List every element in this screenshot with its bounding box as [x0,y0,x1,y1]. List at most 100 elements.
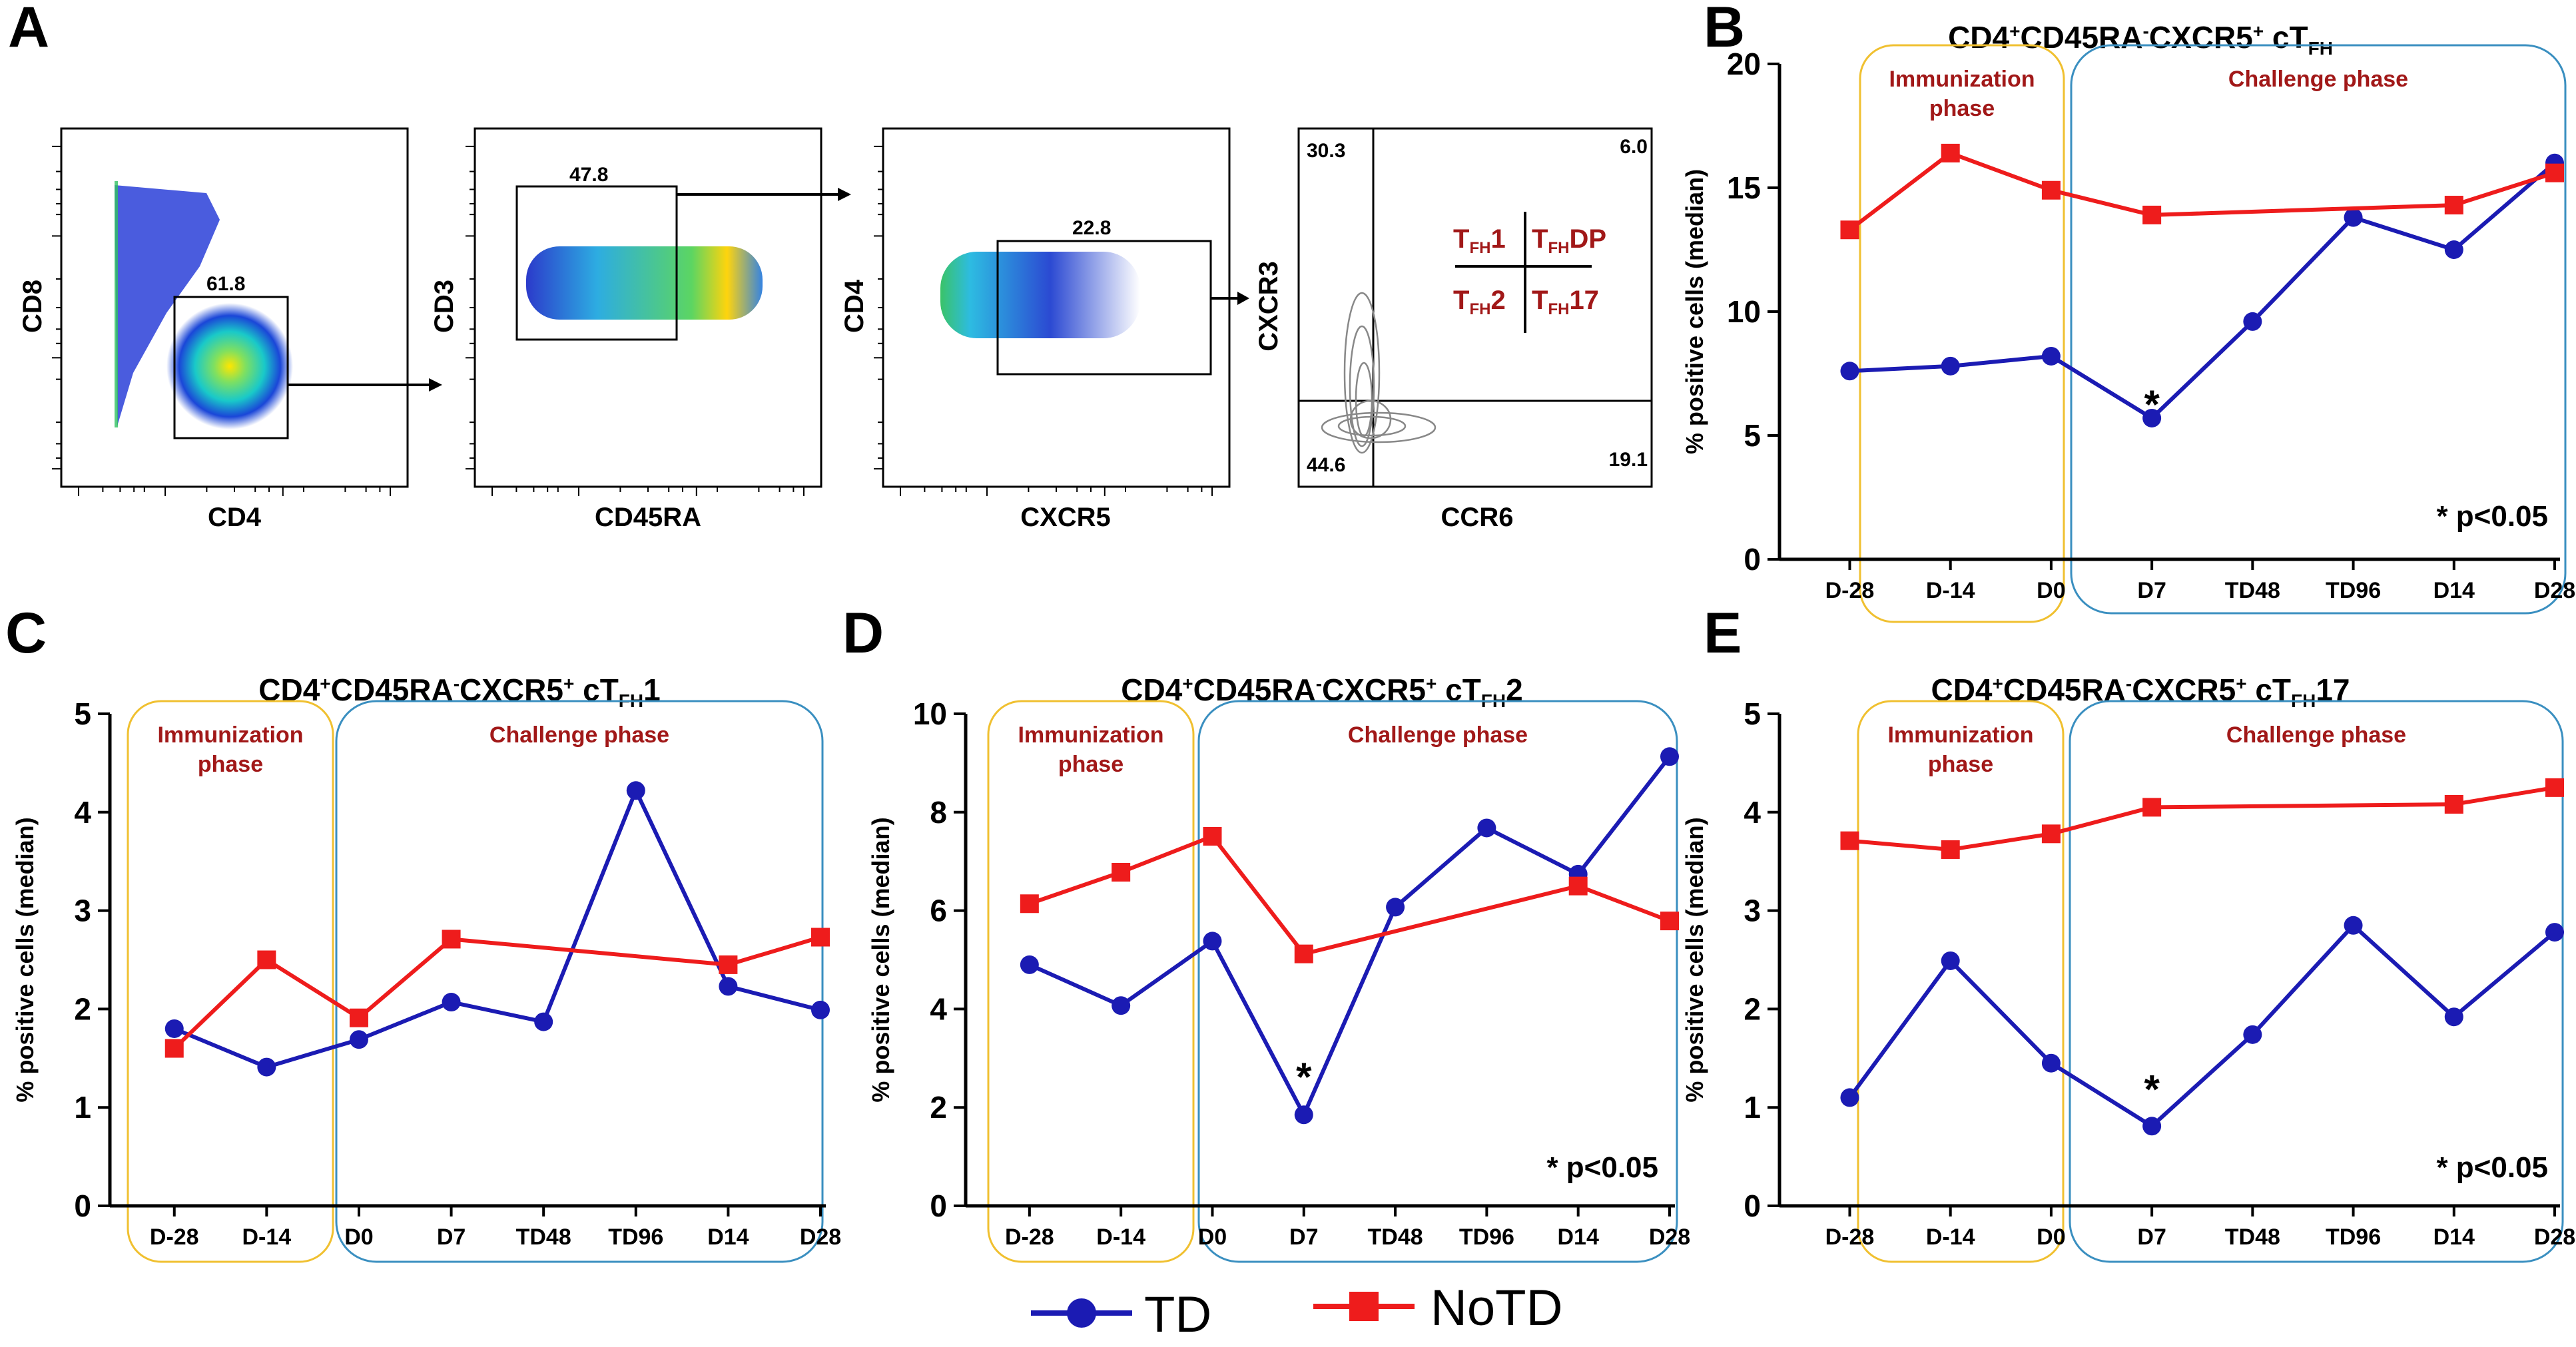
y-tick-label: 8 [930,795,947,830]
flow-xlabel: CD4 [208,503,262,532]
y-tick-label: 1 [1744,1090,1761,1125]
arrow-head [1237,292,1249,305]
x-tick-label: D0 [2037,578,2065,603]
challenge-phase-label: Challenge phase [1348,722,1528,748]
gate-value: 22.8 [1072,217,1111,239]
y-tick-label: 0 [1744,1189,1761,1223]
x-tick-label: D-28 [1825,1224,1875,1250]
flow-plot-cd3-cd45ra: 47.8 CD45RA CD3 [430,127,851,532]
x-tick-label: TD48 [1368,1224,1423,1250]
data-point-td [2142,1117,2162,1136]
data-point-notd [1020,894,1039,914]
x-tick-label: TD48 [2225,578,2280,603]
data-point-notd [164,1039,184,1058]
data-point-notd [2545,778,2564,797]
panel-letter-b: B [1704,0,1745,59]
chart-panel-b: B CD4+CD45RA-CXCR5+ cTFH Immunization phase… [1681,0,2575,623]
data-point-td [2142,408,2162,427]
significance-note: * p<0.05 [2436,500,2548,533]
flow-ylabel: CD8 [18,280,47,333]
x-tick-label: TD48 [516,1224,571,1250]
x-tick-label: D-28 [1005,1224,1054,1250]
flow-xlabel: CD45RA [595,503,701,532]
x-tick-label: TD96 [2326,578,2381,603]
x-tick-label: D-28 [150,1224,199,1250]
legend-td-label: TD [1144,1286,1211,1343]
significance-star: * [2144,1067,2160,1111]
y-tick-label: 6 [930,894,947,928]
y-tick-label: 15 [1727,170,1761,205]
data-point-td [1112,996,1131,1015]
series-line-notd [172,935,821,1050]
x-tick-label: TD96 [608,1224,663,1250]
x-tick-label: D7 [437,1224,466,1250]
series-line-td [1028,755,1672,1117]
immunization-phase-label: phase [1929,96,1995,121]
immunization-phase-label: Immunization [1887,722,2033,748]
data-point-td [1020,955,1039,974]
y-tick-label: 2 [1744,991,1761,1026]
arrow-head [429,378,442,392]
y-tick-label: 0 [1744,542,1761,577]
flow-ylabel: CXCR3 [1254,261,1283,352]
arrow-head [838,188,851,201]
data-point-notd [1840,831,1859,850]
x-tick-label: D0 [344,1224,373,1250]
immunization-phase-label: Immunization [1018,722,1163,748]
x-tick-label: D-14 [1926,1224,1975,1250]
data-point-td [442,993,461,1012]
immunization-phase-label: Immunization [1889,67,2035,92]
data-point-td [2243,312,2262,331]
challenge-phase-label: Challenge phase [2226,722,2406,748]
data-point-td [719,977,738,996]
gate-value: 61.8 [206,273,245,295]
chart-title: CD4+CD45RA-CXCR5+ cTFH1 [258,673,660,711]
x-tick-label: D0 [2037,1224,2065,1250]
series-line-notd [1028,834,1671,956]
data-point-td [1840,1088,1859,1107]
flow-density-band [526,246,763,320]
y-axis-label: % positive cells (median) [1681,817,1708,1102]
flow-plot-cxcr3-ccr6: 30.3 6.0 44.6 19.1 TFH1 TFHDP TFH2 TFH17… [1254,127,1653,532]
flow-axis-ticks [874,145,1213,496]
y-tick-label: 0 [930,1189,947,1223]
x-tick-label: D0 [1198,1224,1227,1250]
panel-letter-d: D [842,601,884,665]
series-line-td [173,788,821,1069]
chart-panel-c: C CD4+CD45RA-CXCR5+ cTFH1 Immunization phas… [5,601,841,1263]
data-point-td [1660,747,1679,766]
data-point-notd [257,950,276,969]
quadrant-tr: 6.0 [1620,136,1648,158]
quadrant-br: 19.1 [1609,449,1648,471]
x-tick-label: D28 [800,1224,841,1250]
flow-axis-ticks [466,145,805,496]
contour-lines [1321,292,1437,454]
series-line-notd [1848,150,2555,232]
panel-letter-a: A [8,0,49,59]
y-tick-label: 1 [74,1090,91,1125]
x-tick-label: D-14 [1926,578,1975,603]
data-point-notd [811,928,830,947]
challenge-phase-box [2070,44,2567,615]
data-point-notd [1840,220,1859,240]
y-tick-label: 2 [74,991,91,1026]
data-point-td [1840,362,1859,381]
data-point-td [1941,951,1960,970]
chart-panel-d: D CD4+CD45RA-CXCR5+ cTFH2 Immunization phas… [842,601,1690,1263]
data-point-notd [2444,196,2463,215]
series-line-td [1849,161,2556,420]
x-tick-label: D-14 [242,1224,292,1250]
y-tick-label: 3 [1744,894,1761,928]
legend: TD NoTD [1031,1280,1562,1343]
data-point-notd [2142,798,2162,817]
x-tick-label: D14 [1558,1224,1599,1250]
series-line-notd [1849,785,2555,852]
challenge-phase-label: Challenge phase [2228,67,2408,92]
gate [173,296,289,439]
challenge-phase-box [2069,700,2564,1263]
x-tick-label: D7 [2137,578,2166,603]
challenge-phase-label: Challenge phase [489,722,669,748]
data-point-td [2344,916,2363,935]
y-axis-label: % positive cells (median) [11,817,39,1102]
